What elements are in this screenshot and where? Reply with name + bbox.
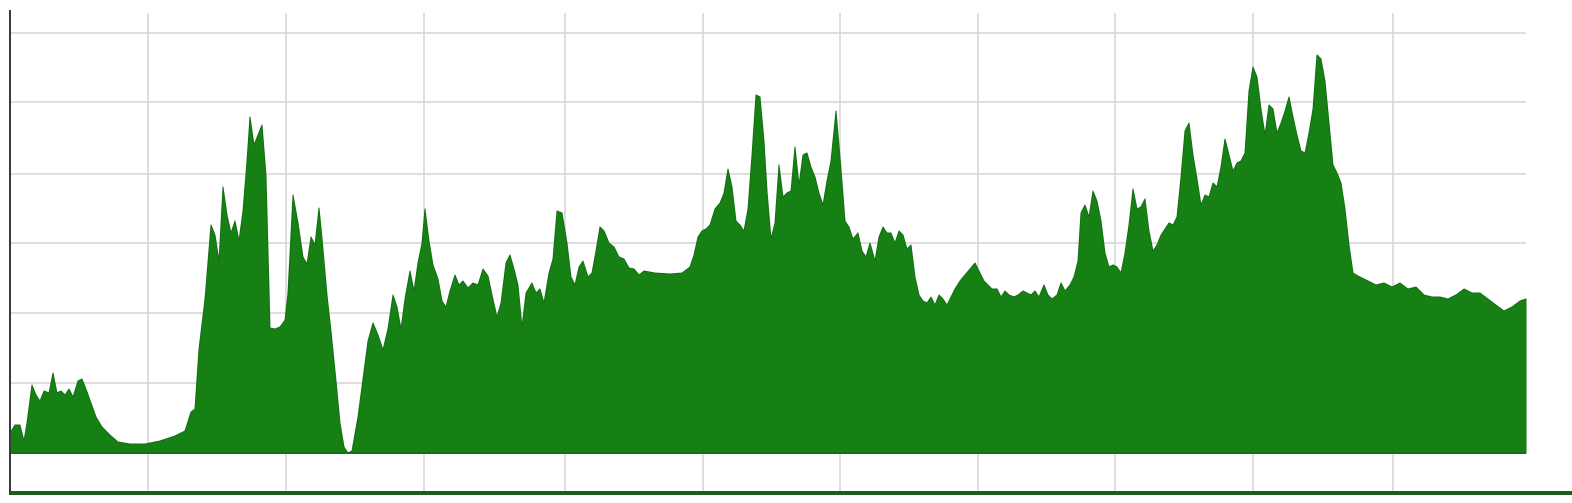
series-1-area <box>9 54 1527 454</box>
x-axis-bar <box>10 491 1572 495</box>
axes <box>9 10 1572 495</box>
series-layer <box>9 54 1527 454</box>
